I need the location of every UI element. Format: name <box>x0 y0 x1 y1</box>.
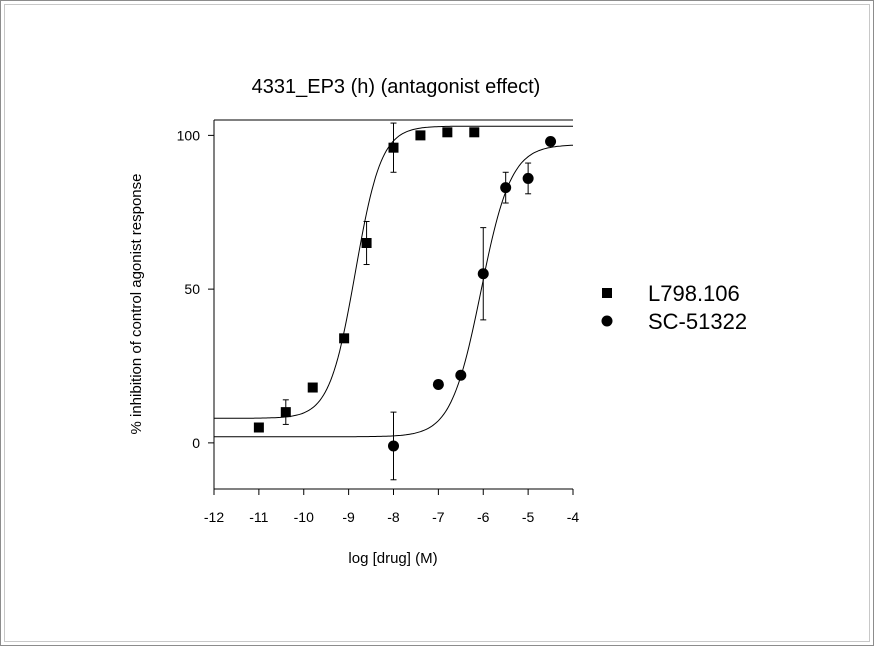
x-axis-title: log [drug] (M) <box>348 550 437 567</box>
x-tick-label: -5 <box>522 509 535 525</box>
fit-curve-series-1 <box>214 144 574 438</box>
legend: L798.106 SC-51322 <box>601 281 747 334</box>
data-point-series-1 <box>477 268 489 280</box>
data-point-series-0 <box>307 382 318 393</box>
data-point-series-0 <box>415 130 426 141</box>
data-point-series-1 <box>388 440 399 452</box>
data-point-series-0 <box>280 407 291 418</box>
data-point-series-0 <box>442 127 453 138</box>
data-point-series-0 <box>361 238 372 248</box>
y-tick-label: 0 <box>192 435 200 451</box>
chart-title: 4331_EP3 (h) (antagonist effect) <box>252 76 541 98</box>
data-point-series-0 <box>388 142 399 153</box>
plot-area: -12 -11 -10 -9 -8 -7 -6 -5 -4 0 50 100 <box>177 119 580 525</box>
y-tick-label: 50 <box>184 281 200 297</box>
legend-label-1: SC-51322 <box>648 309 747 334</box>
x-tick-label: -4 <box>567 509 580 525</box>
window-inner-border <box>4 4 870 642</box>
x-tick-label: -6 <box>477 509 490 525</box>
y-axis-title: % inhibition of control agonist response <box>128 174 145 435</box>
data-point-series-1 <box>455 369 467 381</box>
x-tick-label: -10 <box>294 509 314 525</box>
x-tick-label: -8 <box>387 509 400 525</box>
data-point-series-0 <box>253 422 264 433</box>
data-point-series-1 <box>500 182 512 194</box>
legend-marker-0 <box>602 288 612 298</box>
legend-marker-1 <box>601 315 613 327</box>
x-tick-label: -9 <box>342 509 355 525</box>
data-point-series-0 <box>339 333 350 344</box>
data-point-series-1 <box>545 136 557 148</box>
x-tick-label: -11 <box>249 509 268 525</box>
data-point-series-0 <box>469 127 480 138</box>
y-tick-label: 100 <box>177 127 201 143</box>
x-tick-label: -12 <box>204 509 224 525</box>
x-tick-label: -7 <box>432 509 445 525</box>
legend-label-0: L798.106 <box>648 281 740 306</box>
data-point-series-1 <box>432 378 444 390</box>
data-point-series-1 <box>522 172 534 184</box>
